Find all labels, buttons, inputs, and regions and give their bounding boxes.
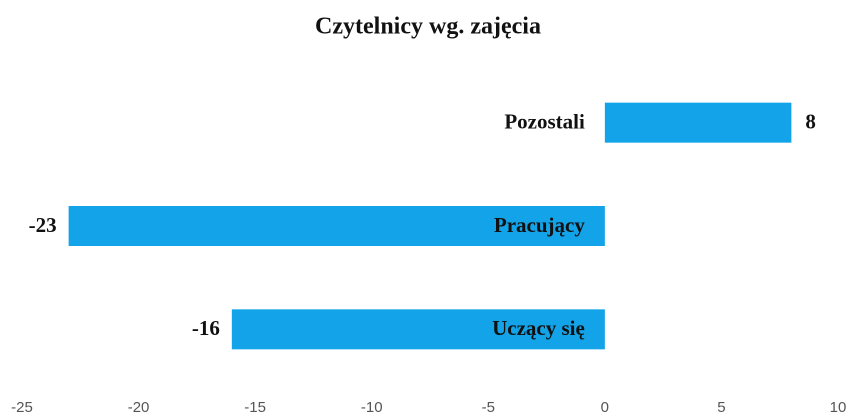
value-label: -16	[192, 316, 220, 340]
chart-title: Czytelnicy wg. zajęcia	[315, 14, 541, 40]
x-tick-label: 0	[601, 399, 609, 416]
bar	[68, 206, 605, 246]
x-tick-label: -25	[11, 399, 33, 416]
category-label: Pozostali	[504, 109, 585, 133]
x-tick-label: -10	[361, 399, 383, 416]
category-label: Uczący się	[492, 316, 585, 340]
x-tick-label: 5	[717, 399, 725, 416]
x-tick-label: 10	[830, 399, 847, 416]
x-tick-label: -20	[128, 399, 150, 416]
x-tick-label: -5	[482, 399, 495, 416]
category-label: Pracujący	[494, 213, 585, 237]
bar	[231, 309, 605, 350]
x-tick-label: -15	[244, 399, 266, 416]
value-label: -23	[29, 213, 57, 237]
value-label: 8	[805, 109, 816, 133]
bar	[604, 102, 792, 143]
